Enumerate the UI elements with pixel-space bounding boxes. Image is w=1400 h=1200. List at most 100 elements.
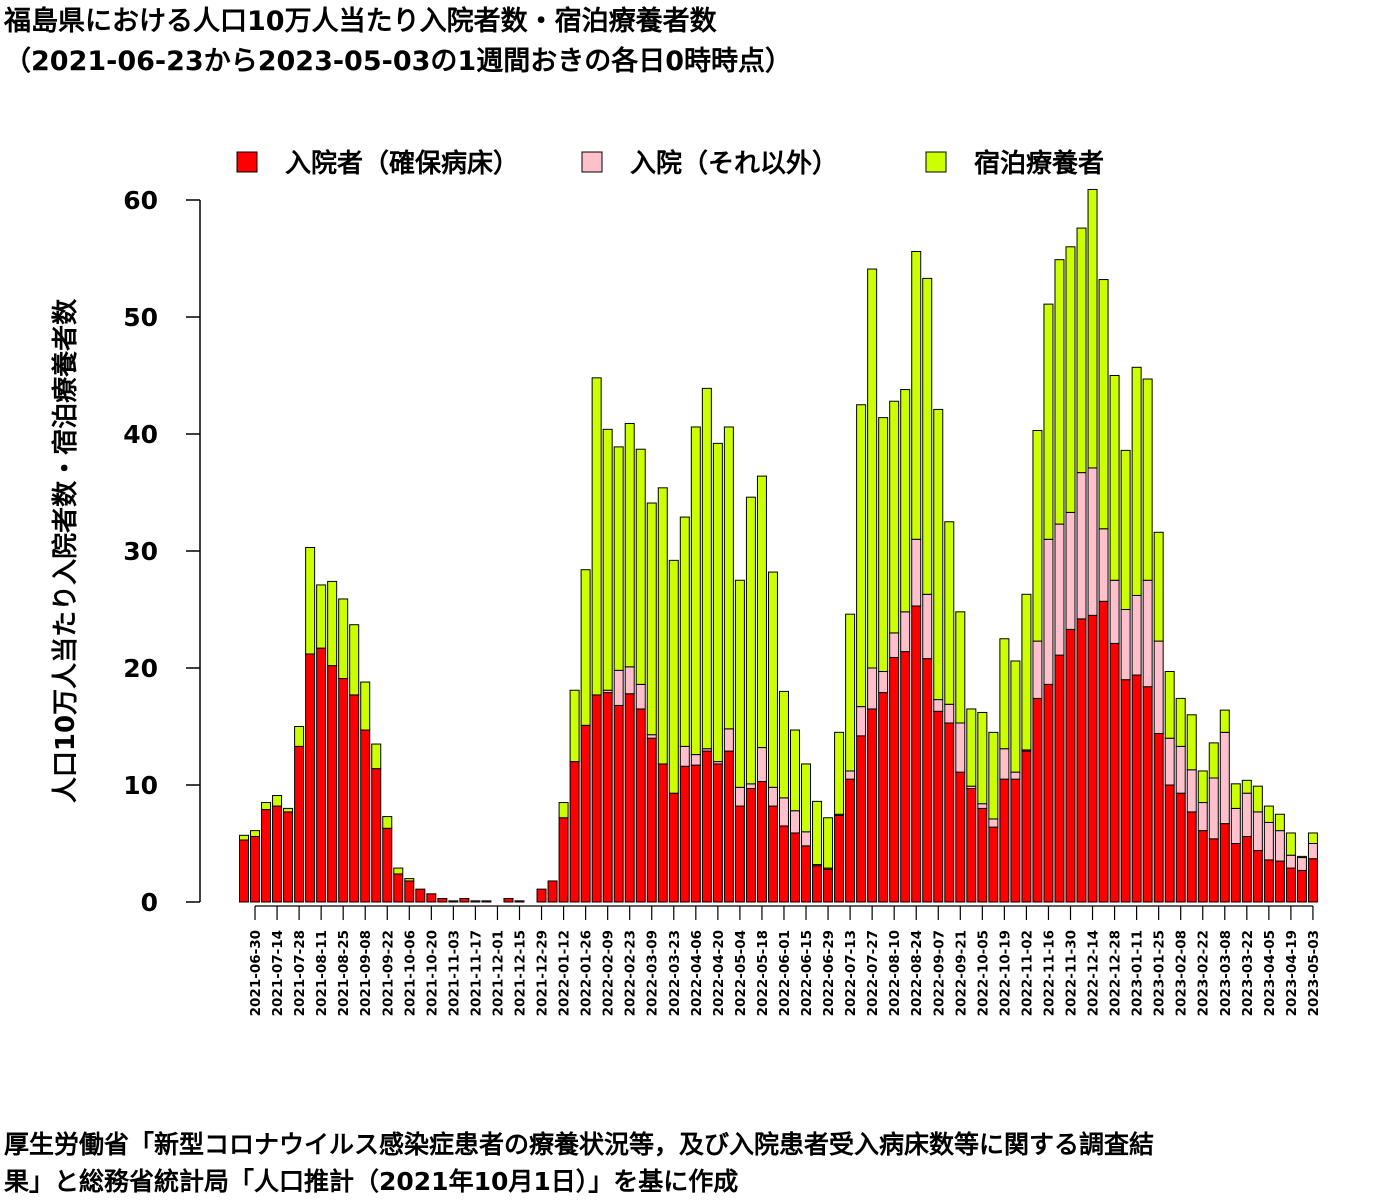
bar-segment bbox=[624, 693, 635, 903]
bar-segment bbox=[1153, 733, 1164, 903]
bar-segment bbox=[624, 422, 635, 668]
bar-segment bbox=[1010, 778, 1021, 903]
bar-segment bbox=[778, 797, 789, 827]
bar-segment bbox=[1021, 750, 1032, 903]
bar-segment bbox=[1186, 811, 1197, 903]
x-tick-label: 2022-02-23 bbox=[623, 930, 639, 1016]
x-tick-label: 2023-04-05 bbox=[1262, 930, 1278, 1016]
bar-segment bbox=[933, 710, 944, 903]
x-tick-label: 2022-08-24 bbox=[909, 930, 925, 1016]
bar-segment bbox=[624, 666, 635, 695]
bar-segment bbox=[1175, 697, 1186, 747]
bar-segment bbox=[1285, 854, 1296, 869]
bar-segment bbox=[977, 803, 988, 809]
bar-segment bbox=[933, 699, 944, 712]
x-tick-label: 2022-01-12 bbox=[557, 930, 573, 1016]
bar-segment bbox=[878, 417, 889, 673]
bar-segment bbox=[1197, 802, 1208, 832]
bar-segment bbox=[1274, 813, 1285, 832]
bar-segment bbox=[327, 665, 338, 903]
bar-segment bbox=[944, 722, 955, 903]
bar-segment bbox=[1285, 832, 1296, 856]
x-tick-label: 2022-06-01 bbox=[777, 930, 793, 1016]
bar-segment bbox=[1010, 660, 1021, 773]
bar-segment bbox=[823, 817, 834, 869]
x-tick-label: 2022-11-30 bbox=[1064, 930, 1080, 1016]
bar-segment bbox=[900, 389, 911, 613]
bar-segment bbox=[1307, 858, 1318, 903]
bar-segment bbox=[745, 788, 756, 903]
bar-segment bbox=[635, 683, 646, 710]
bar-segment bbox=[734, 786, 745, 807]
x-tick-label: 2022-03-09 bbox=[645, 930, 661, 1016]
bar-segment bbox=[635, 708, 646, 903]
bar-segment bbox=[801, 831, 812, 847]
bar-segment bbox=[569, 689, 580, 763]
bar-segment bbox=[1274, 830, 1285, 862]
bar-segment bbox=[1263, 805, 1274, 823]
bar-segment bbox=[503, 897, 514, 903]
x-tick-label: 2022-07-27 bbox=[865, 930, 881, 1016]
bar-segment bbox=[911, 250, 922, 540]
bar-segment bbox=[1219, 731, 1230, 825]
bar-segment bbox=[1230, 783, 1241, 809]
x-tick-label: 2022-07-13 bbox=[843, 930, 859, 1016]
bar-segment bbox=[1010, 771, 1021, 780]
bar-segment bbox=[283, 811, 294, 903]
bar-segment bbox=[933, 408, 944, 701]
x-tick-label: 2021-11-03 bbox=[446, 930, 462, 1016]
bar-segment bbox=[371, 743, 382, 770]
bar-segment bbox=[294, 745, 305, 903]
x-tick-label: 2023-03-22 bbox=[1240, 930, 1256, 1016]
x-tick-label: 2022-02-09 bbox=[601, 930, 617, 1016]
x-tick-label: 2023-01-25 bbox=[1152, 930, 1168, 1016]
bar-segment bbox=[955, 611, 966, 724]
bar-segment bbox=[1307, 843, 1318, 860]
bar-segment bbox=[1164, 784, 1175, 903]
legend-swatch bbox=[236, 151, 258, 173]
bar-segment bbox=[459, 897, 470, 903]
bar-segment bbox=[613, 704, 624, 903]
x-tick-label: 2022-11-16 bbox=[1041, 930, 1057, 1016]
x-tick-label: 2021-10-06 bbox=[402, 930, 418, 1016]
bar-segment bbox=[834, 814, 845, 903]
bar-segment bbox=[1087, 614, 1098, 903]
bar-segment bbox=[305, 546, 316, 655]
bar-segment bbox=[382, 816, 393, 829]
bar-segment bbox=[701, 750, 712, 903]
x-tick-label: 2021-12-29 bbox=[535, 930, 551, 1016]
x-tick-label: 2022-01-26 bbox=[579, 930, 595, 1016]
bar-segment bbox=[745, 496, 756, 785]
bar-segment bbox=[371, 768, 382, 903]
x-tick-label: 2021-08-11 bbox=[314, 930, 330, 1016]
x-tick-label: 2021-12-01 bbox=[490, 930, 506, 1016]
bar-segment bbox=[790, 729, 800, 812]
bar-segment bbox=[1230, 807, 1241, 845]
bar-segment bbox=[1164, 737, 1175, 786]
bar-segment bbox=[778, 690, 789, 799]
bar-segment bbox=[1065, 246, 1076, 513]
legend-label: 入院（それ以外） bbox=[630, 148, 838, 179]
bar-segment bbox=[404, 878, 415, 882]
bar-segment bbox=[944, 521, 955, 705]
bar-segment bbox=[1241, 792, 1252, 837]
bar-segment bbox=[1307, 832, 1318, 844]
bar-segment bbox=[856, 404, 867, 708]
bar-segment bbox=[580, 724, 591, 903]
x-tick-label: 2022-04-20 bbox=[711, 930, 727, 1016]
x-tick-label: 2021-06-30 bbox=[248, 930, 264, 1016]
bar-segment bbox=[1065, 628, 1076, 903]
bar-segment bbox=[668, 792, 679, 903]
bar-segment bbox=[1021, 593, 1032, 751]
bar-segment bbox=[812, 800, 823, 866]
bar-segment bbox=[1076, 618, 1087, 903]
bar-segment bbox=[1087, 188, 1098, 469]
bar-segment bbox=[1054, 259, 1065, 525]
legend-swatch bbox=[581, 151, 603, 173]
bar-segment bbox=[988, 731, 999, 820]
bar-segment bbox=[591, 377, 602, 696]
bar-segment bbox=[1219, 709, 1230, 733]
bar-segment bbox=[790, 810, 800, 834]
bar-segment bbox=[845, 613, 856, 772]
bar-segment bbox=[602, 428, 613, 691]
